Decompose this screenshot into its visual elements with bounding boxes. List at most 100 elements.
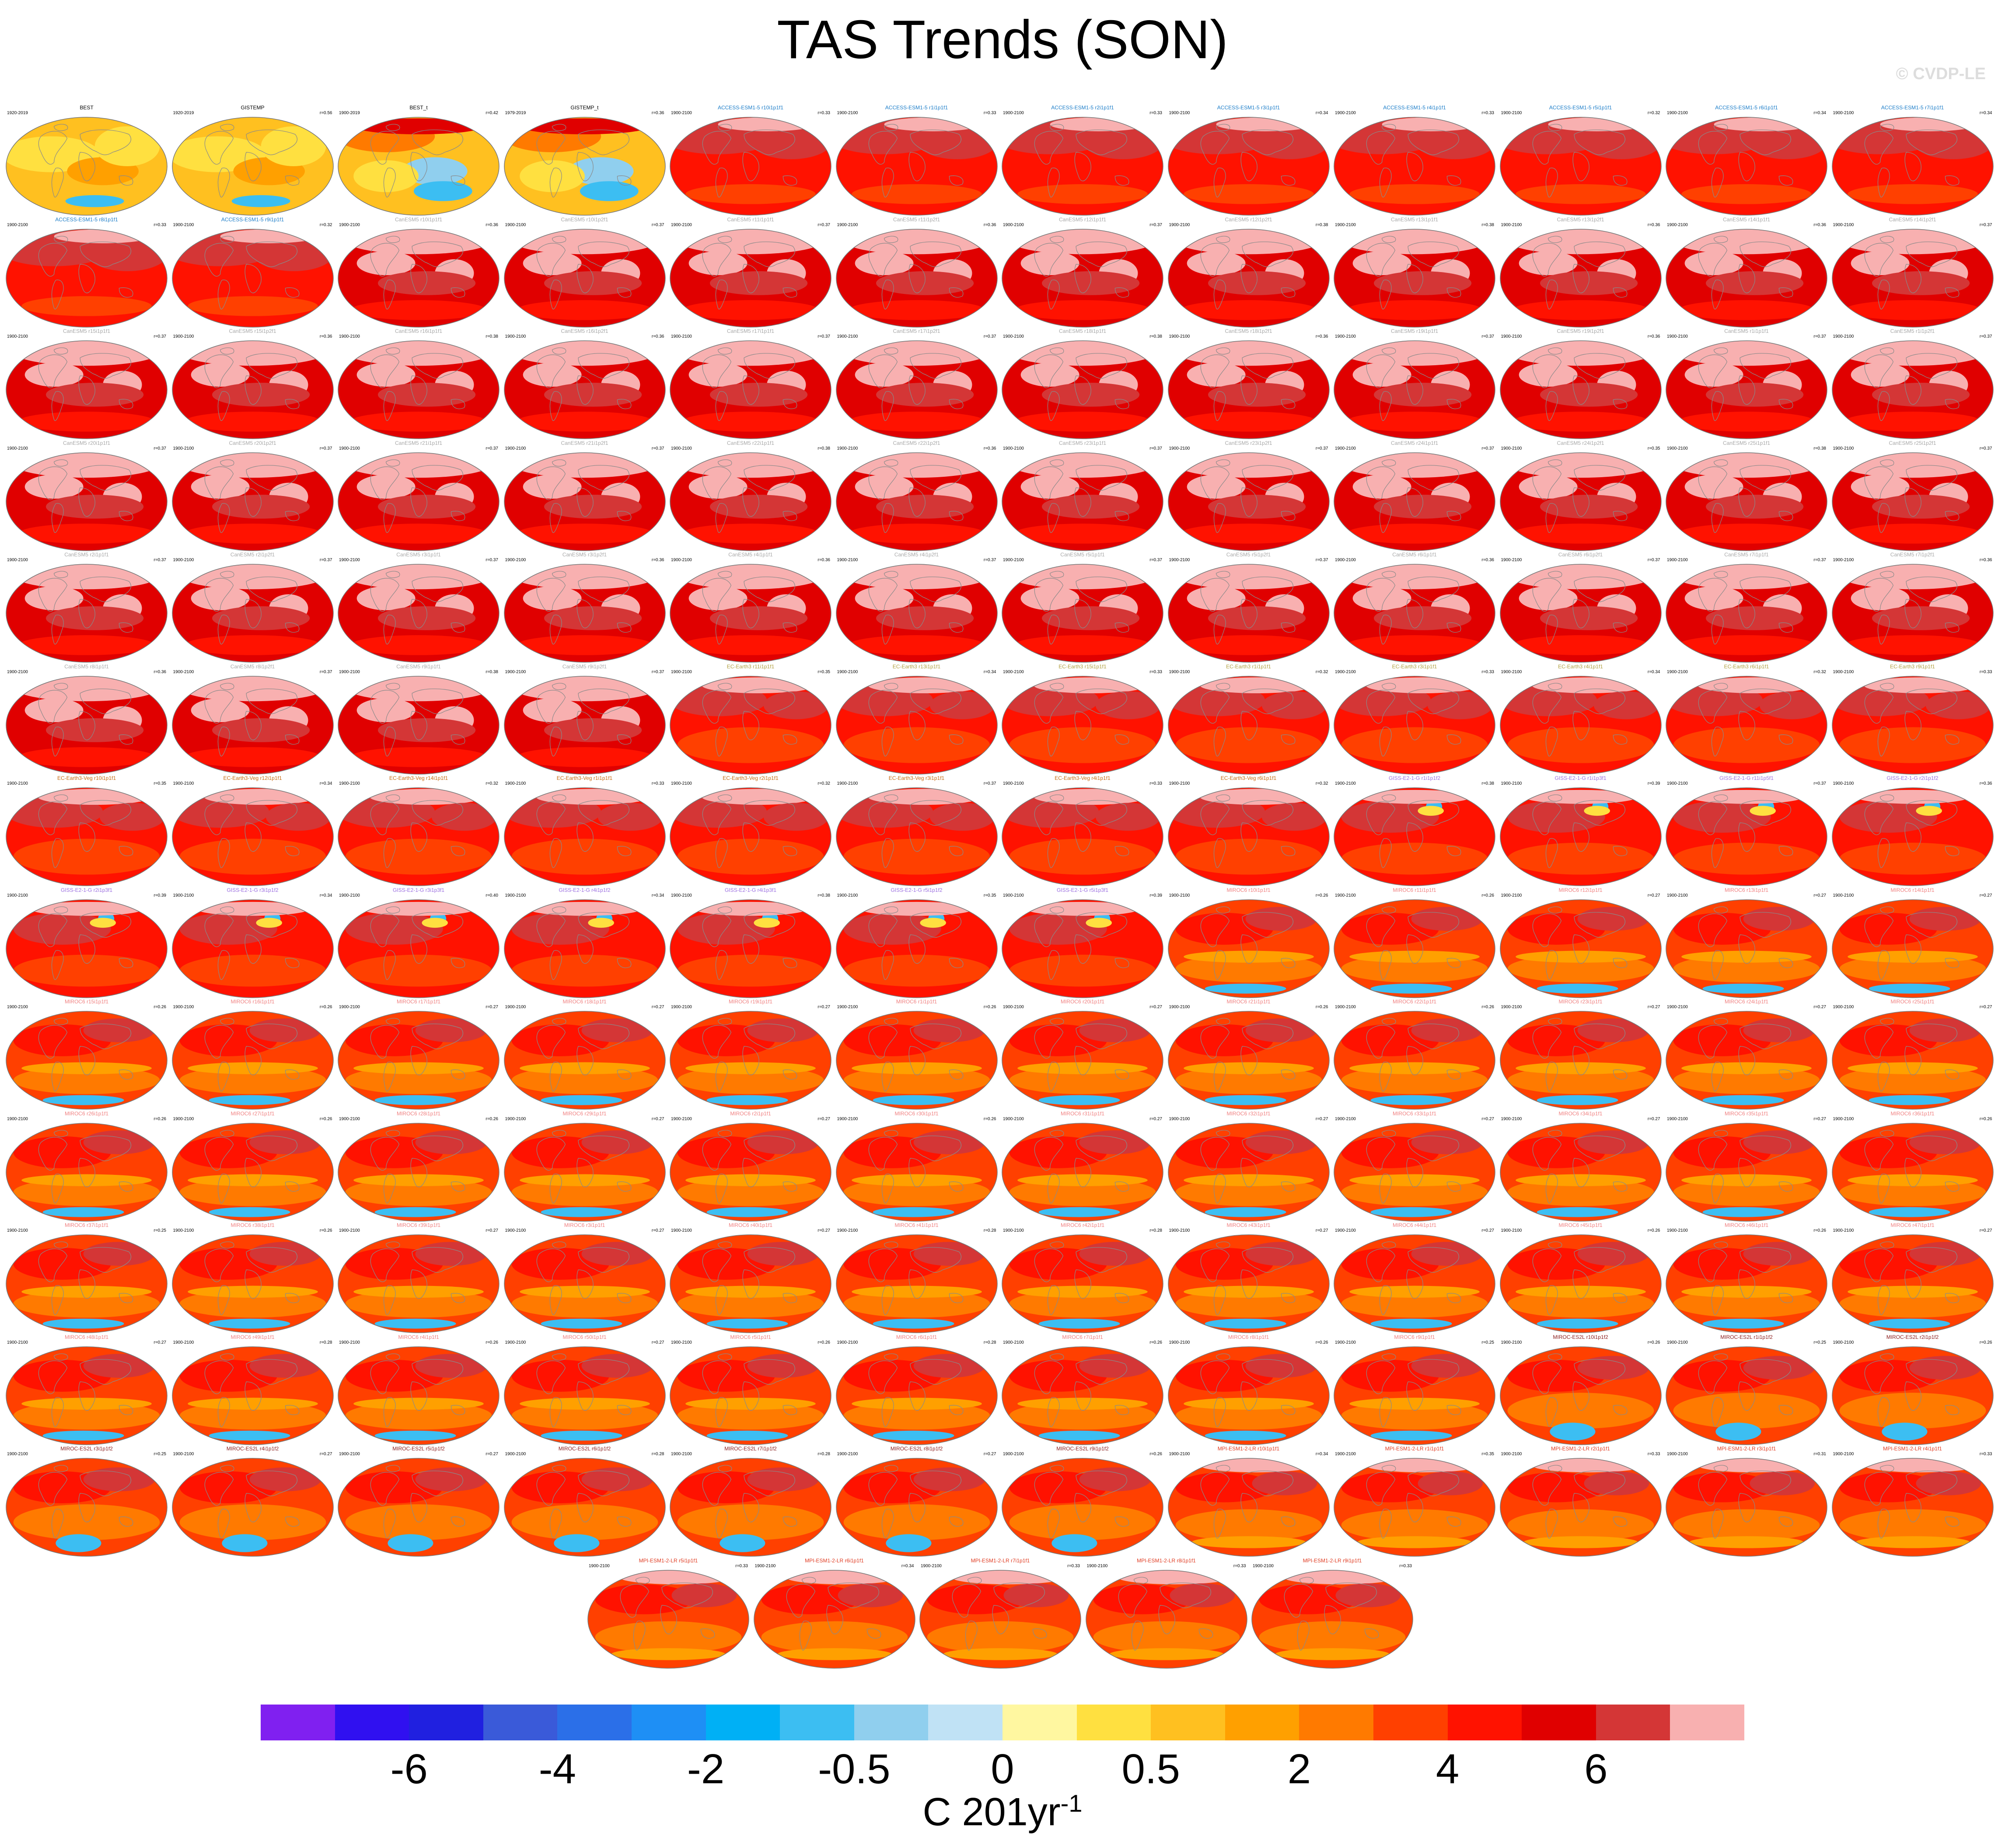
panel-period: 1900-2100: [505, 781, 526, 786]
map-border: [503, 340, 666, 439]
panel-pattern-correlation: r=0.36: [651, 558, 664, 562]
map-field-region: [677, 1178, 824, 1206]
coastline: [1573, 353, 1625, 379]
map-border: [338, 787, 500, 886]
map-field-region: [1706, 271, 1804, 295]
map-field-region: [187, 1286, 318, 1298]
coastline: [702, 242, 732, 276]
coastline: [1877, 1397, 1890, 1427]
panel-header: 1900-2100 MIROC6 r27i1p1f1 r=0.26: [171, 1111, 334, 1122]
map-field-region: [544, 383, 642, 407]
coastline: [1879, 1129, 1894, 1137]
coastline: [552, 235, 566, 243]
coastline: [217, 503, 230, 533]
coastline: [717, 235, 732, 243]
coastline: [552, 1353, 566, 1360]
panel-header: 1900-2100 MIROC6 r42i1p1f1 r=0.28: [1001, 1223, 1164, 1234]
coastline: [742, 1269, 759, 1299]
panel-pattern-correlation: r=0.38: [1481, 781, 1494, 786]
panel-period: 1900-2100: [1501, 1452, 1522, 1457]
coastline: [1738, 1493, 1755, 1523]
coastline: [53, 124, 68, 131]
coastline: [1406, 1381, 1423, 1411]
map-border: [1666, 117, 1827, 216]
map-field-region: [1175, 1178, 1322, 1206]
world-map: [1167, 1234, 1330, 1333]
coastline: [1049, 906, 1064, 913]
panel-period: 1900-2100: [1335, 222, 1356, 227]
coastline: [1200, 1025, 1230, 1059]
panel-period: 1900-2100: [1169, 558, 1190, 562]
map-panel: 1900-2100 MIROC6 r7i1p1f1 r=0.26: [1001, 1334, 1164, 1446]
panel-header: 1900-2100 CanESM5 r24i1p1f1 r=0.37: [1333, 440, 1496, 452]
map-field-region: [1681, 1062, 1812, 1074]
map-field-region: [24, 698, 84, 722]
map-field-region: [581, 1242, 653, 1266]
map-field-region: [1050, 117, 1148, 132]
map-field-region: [688, 586, 748, 611]
world-map: [1499, 1011, 1662, 1110]
coastline: [1381, 1018, 1396, 1025]
coastline: [577, 465, 629, 490]
coastline: [1047, 838, 1060, 868]
coastline: [80, 800, 132, 826]
panel-pattern-correlation: r=0.35: [983, 893, 996, 898]
coastline: [1047, 1062, 1060, 1092]
map-panel: 1900-2100 CanESM5 r11i1p1f1 r=0.37: [669, 217, 832, 328]
map-field-region: [18, 747, 155, 767]
coastline: [717, 571, 732, 578]
map-border: [6, 1011, 168, 1110]
coastline: [1698, 689, 1728, 723]
world-map: [587, 1569, 749, 1669]
coastline: [51, 391, 64, 421]
coastline: [744, 912, 796, 937]
coastline: [1879, 124, 1894, 131]
coastline: [536, 801, 566, 835]
colorbar-ticks: -6 -4 -2 -0.5 0 0.5 2 4 6: [261, 1745, 1744, 1792]
map-panel: 1900-2100 MPI-ESM1-2-LR r4i1p1f1 r=0.33: [1831, 1446, 1994, 1558]
panel-title: GISTEMP_t: [570, 105, 599, 111]
panel-period: 1900-2100: [339, 558, 360, 562]
map-field-region: [1014, 300, 1151, 320]
coastline: [633, 1620, 646, 1650]
coastline: [245, 688, 297, 714]
panel-header: 1900-2100 MIROC-ES2L r5i1p1f2 r=0.27: [337, 1446, 500, 1457]
panel-header: 1900-2100 MIROC6 r10i1p1f1 r=0.26: [1167, 887, 1330, 899]
panel-title: CanESM5 r8i1p1f1: [64, 663, 109, 670]
coastline: [1711, 1173, 1724, 1203]
panel-pattern-correlation: r=0.36: [1481, 558, 1494, 562]
map-border: [338, 1011, 500, 1110]
coastline: [51, 1509, 64, 1539]
world-map: [753, 1569, 915, 1669]
panel-period: 1900-2100: [1667, 446, 1688, 451]
map-field-region: [249, 1242, 321, 1266]
coastline: [245, 465, 297, 490]
panel-header: 1900-2100 CanESM5 r4i1p2f1 r=0.37: [835, 552, 998, 563]
panel-pattern-correlation: r=0.37: [817, 222, 830, 227]
coastline: [908, 934, 926, 964]
panel-pattern-correlation: r=0.27: [319, 1452, 332, 1457]
coastline: [909, 465, 961, 490]
panel-header: 1900-2100 MIROC6 r49i1p1f1 r=0.28: [171, 1334, 334, 1346]
map-field-region: [929, 691, 995, 719]
map-panel: 1900-2100 CanESM5 r20i1p2f1 r=0.37: [171, 440, 334, 552]
coastline: [702, 578, 732, 612]
world-map: [1334, 340, 1495, 439]
panel-title: MIROC6 r15i1p1f1: [64, 999, 109, 1005]
panel-title: MIROC6 r38i1p1f1: [231, 1222, 275, 1228]
panel-pattern-correlation: r=0.27: [154, 1340, 166, 1345]
map-field-region: [1839, 1509, 1986, 1541]
panel-period: 1900-2100: [1169, 1228, 1190, 1233]
coastline: [412, 129, 464, 155]
panel-header: 1900-2100 GISS-E2-1-G r5i1p1f2 r=0.35: [835, 887, 998, 899]
panel-header: 1900-2100 CanESM5 r17i1p2f1 r=0.37: [835, 328, 998, 340]
coastline: [881, 391, 894, 421]
coastline: [1698, 1136, 1728, 1170]
coastline: [702, 1248, 732, 1282]
coastline: [1879, 1465, 1894, 1472]
coastline: [1381, 124, 1396, 131]
panel-header: 1900-2100 MIROC-ES2L r8i1p1f2 r=0.27: [835, 1446, 998, 1457]
coastline: [1572, 1046, 1589, 1076]
map-border: [1666, 1234, 1827, 1333]
world-map: [338, 1122, 500, 1222]
